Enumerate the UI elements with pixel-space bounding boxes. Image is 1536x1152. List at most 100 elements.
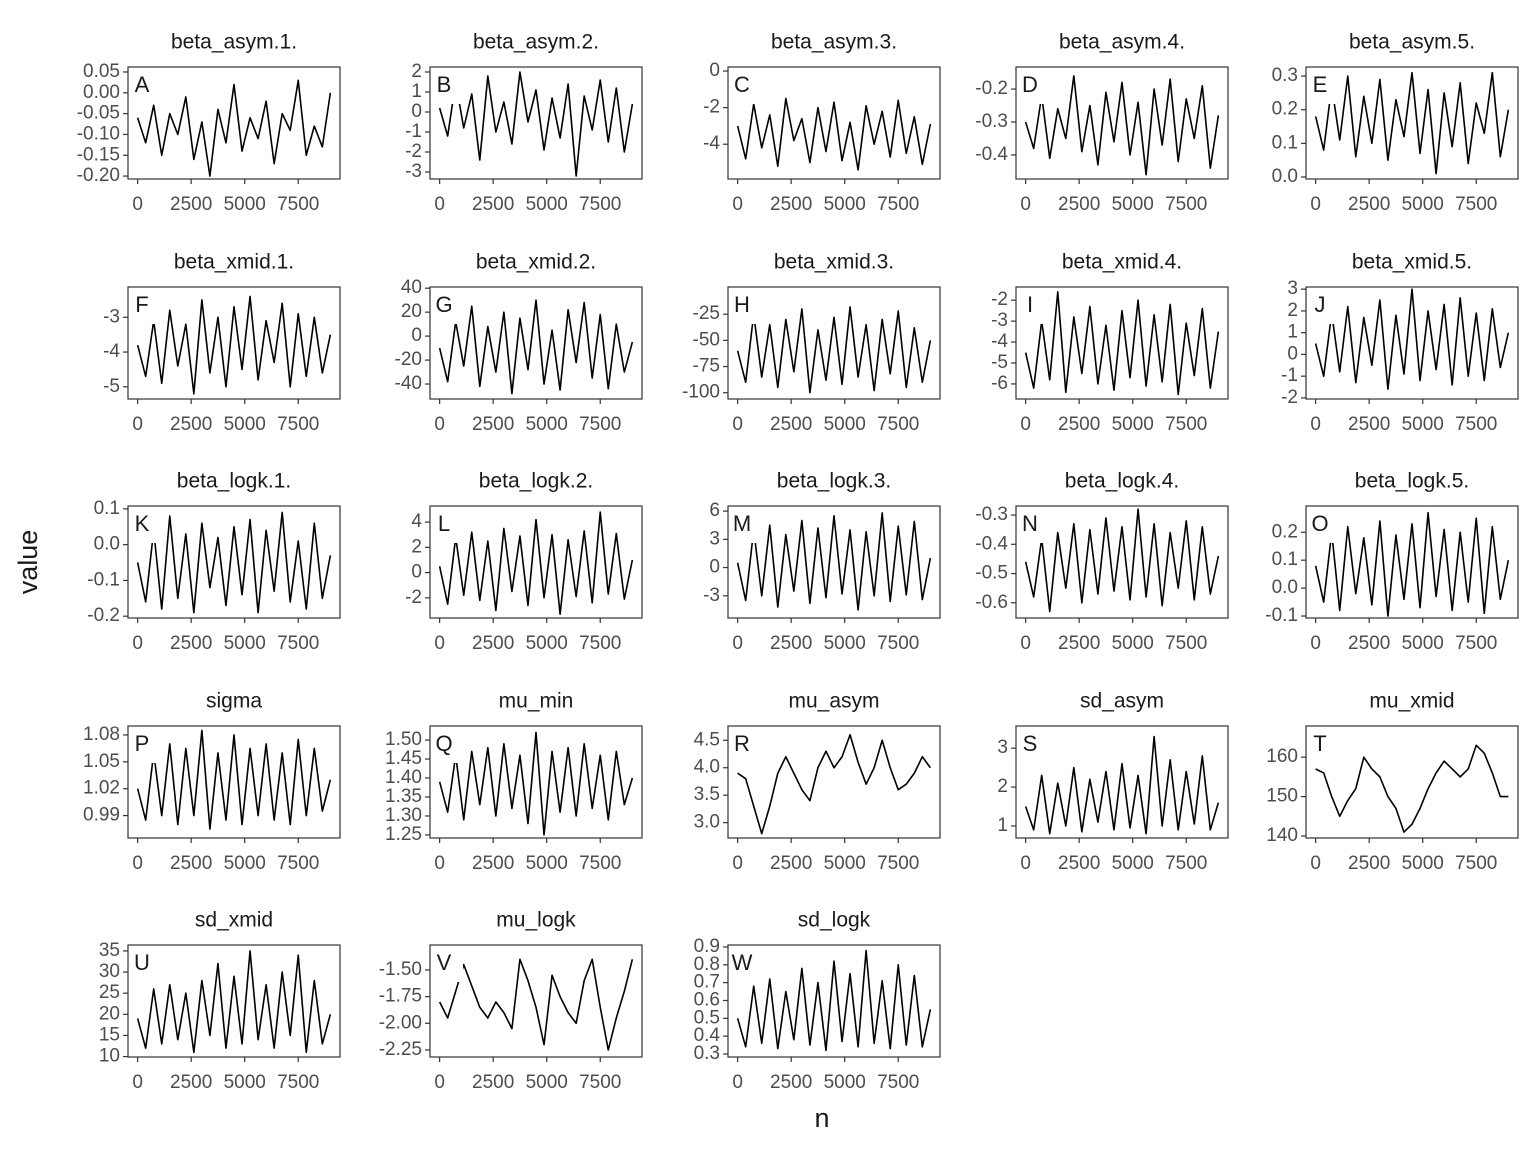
x-tick-label: 5000 (1402, 414, 1444, 435)
y-tick-label: 2 (997, 776, 1008, 797)
y-tick-label: -0.1 (1265, 605, 1298, 626)
y-tick-label: 0 (709, 557, 720, 578)
panel: mu_logk V -1.50 -1.75 -2.00 -2.25 0 2500 5000 750… (379, 909, 643, 1093)
tag-box (129, 946, 161, 982)
y-tick-label: -2 (991, 289, 1008, 310)
y-tick-label: -25 (693, 303, 720, 324)
tag-box (431, 946, 463, 982)
tag-box (729, 946, 761, 982)
panel-border (1015, 286, 1229, 400)
x-tick-label: 2500 (770, 414, 812, 435)
panel-frame (1306, 287, 1518, 399)
tag-box (1017, 727, 1049, 763)
trace-line (438, 511, 634, 616)
x-tick-label: 2500 (1058, 414, 1100, 435)
x-tick-label: 0 (132, 1072, 143, 1093)
x-tick-label: 7500 (1455, 853, 1497, 874)
panel-tag: L (438, 511, 450, 536)
x-tick-label: 7500 (579, 414, 621, 435)
y-tick-label: 30 (99, 961, 120, 982)
y-tick-label: -75 (693, 356, 720, 377)
panel-tag: J (1315, 292, 1326, 317)
panel-title: beta_asym.1. (171, 31, 297, 54)
x-tick-label: 7500 (877, 633, 919, 654)
trace-line (1024, 291, 1220, 396)
x-tick-label: 7500 (579, 1072, 621, 1093)
panel-tag: D (1022, 72, 1038, 97)
x-tick-label: 7500 (277, 853, 319, 874)
tag-box (129, 288, 161, 324)
y-tick-label: 0.7 (694, 972, 720, 993)
panel-border (429, 286, 643, 400)
y-tick-label: 1.45 (385, 748, 422, 769)
x-tick-label: 2500 (770, 853, 812, 874)
tag-box (729, 288, 761, 324)
panel-border (727, 505, 941, 619)
x-tick-label: 0 (1020, 633, 1031, 654)
panel-title: mu_xmid (1369, 690, 1454, 713)
panel: beta_logk.1. K 0.1 0.0 -0.1 -0.2 0 2500 5000 7500 (87, 470, 341, 654)
y-tick-label: 1.02 (83, 778, 120, 799)
x-tick-label: 0 (434, 1072, 445, 1093)
y-tick-label: 0.0 (1272, 166, 1298, 187)
trace-line (438, 958, 634, 1051)
x-tick-label: 2500 (472, 414, 514, 435)
trace-line (1024, 75, 1220, 176)
x-tick-label: 0 (1310, 414, 1321, 435)
panel-title: mu_logk (496, 909, 576, 932)
panel-border (1305, 66, 1519, 180)
x-tick-label: 5000 (824, 633, 866, 654)
x-tick-label: 0 (132, 194, 143, 215)
panel: sigma P 1.08 1.05 1.02 0.99 0 2500 5000 7500 (83, 690, 341, 874)
panel-title: beta_asym.5. (1349, 31, 1475, 54)
panel-border (127, 725, 341, 839)
tag-box (431, 727, 463, 763)
tag-box (729, 68, 761, 104)
panel: beta_logk.4. N -0.3 -0.4 -0.5 -0.6 0 2500 5000 75… (975, 470, 1229, 654)
x-tick-label: 2500 (472, 633, 514, 654)
panel-title: sd_asym (1080, 690, 1164, 713)
panel-frame (128, 726, 340, 838)
y-tick-label: 1.35 (385, 786, 422, 807)
y-tick-label: -2 (703, 97, 720, 118)
y-tick-label: 25 (99, 982, 120, 1003)
panel: beta_logk.2. L4 2 0 -2 0 2500 5000 7500 (405, 470, 643, 654)
x-tick-label: 2500 (1348, 414, 1390, 435)
x-tick-label: 0 (732, 1072, 743, 1093)
y-tick-label: 40 (401, 277, 422, 298)
x-tick-label: 5000 (824, 414, 866, 435)
y-tick-label: 0.0 (1272, 577, 1298, 598)
trace-line (438, 299, 634, 395)
y-tick-label: -0.10 (77, 123, 120, 144)
tag-box (1307, 507, 1339, 543)
x-tick-label: 7500 (579, 853, 621, 874)
y-tick-label: 0 (411, 562, 422, 583)
panel-title: mu_min (499, 690, 574, 713)
x-tick-label: 0 (732, 633, 743, 654)
x-tick-label: 2500 (170, 1072, 212, 1093)
y-tick-label: 1 (411, 81, 422, 102)
y-tick-label: 4.0 (694, 757, 720, 778)
panel: mu_asym R 4.5 4.0 3.5 3.0 0 2500 5000 7500 (694, 690, 941, 874)
panel-border (127, 944, 341, 1058)
y-tick-label: 0.2 (1272, 99, 1298, 120)
tag-box (1017, 68, 1049, 104)
panel-tag: C (734, 72, 750, 97)
trace-line (1314, 511, 1510, 617)
trace-line (438, 731, 634, 836)
y-axis-title: value (13, 530, 43, 595)
trace-line (736, 949, 932, 1052)
panel-tag: N (1022, 511, 1038, 536)
y-tick-label: 3 (997, 737, 1008, 758)
panel-border (1305, 725, 1519, 839)
panel-title: beta_xmid.2. (476, 251, 596, 274)
trace-line (737, 733, 932, 835)
y-tick-label: -0.15 (77, 144, 120, 165)
x-tick-label: 0 (434, 853, 445, 874)
y-tick-label: -1.50 (379, 959, 422, 980)
panel-tag: E (1313, 72, 1328, 97)
x-tick-label: 5000 (1402, 853, 1444, 874)
y-tick-label: 1.25 (385, 824, 422, 845)
x-tick-label: 5000 (1402, 633, 1444, 654)
